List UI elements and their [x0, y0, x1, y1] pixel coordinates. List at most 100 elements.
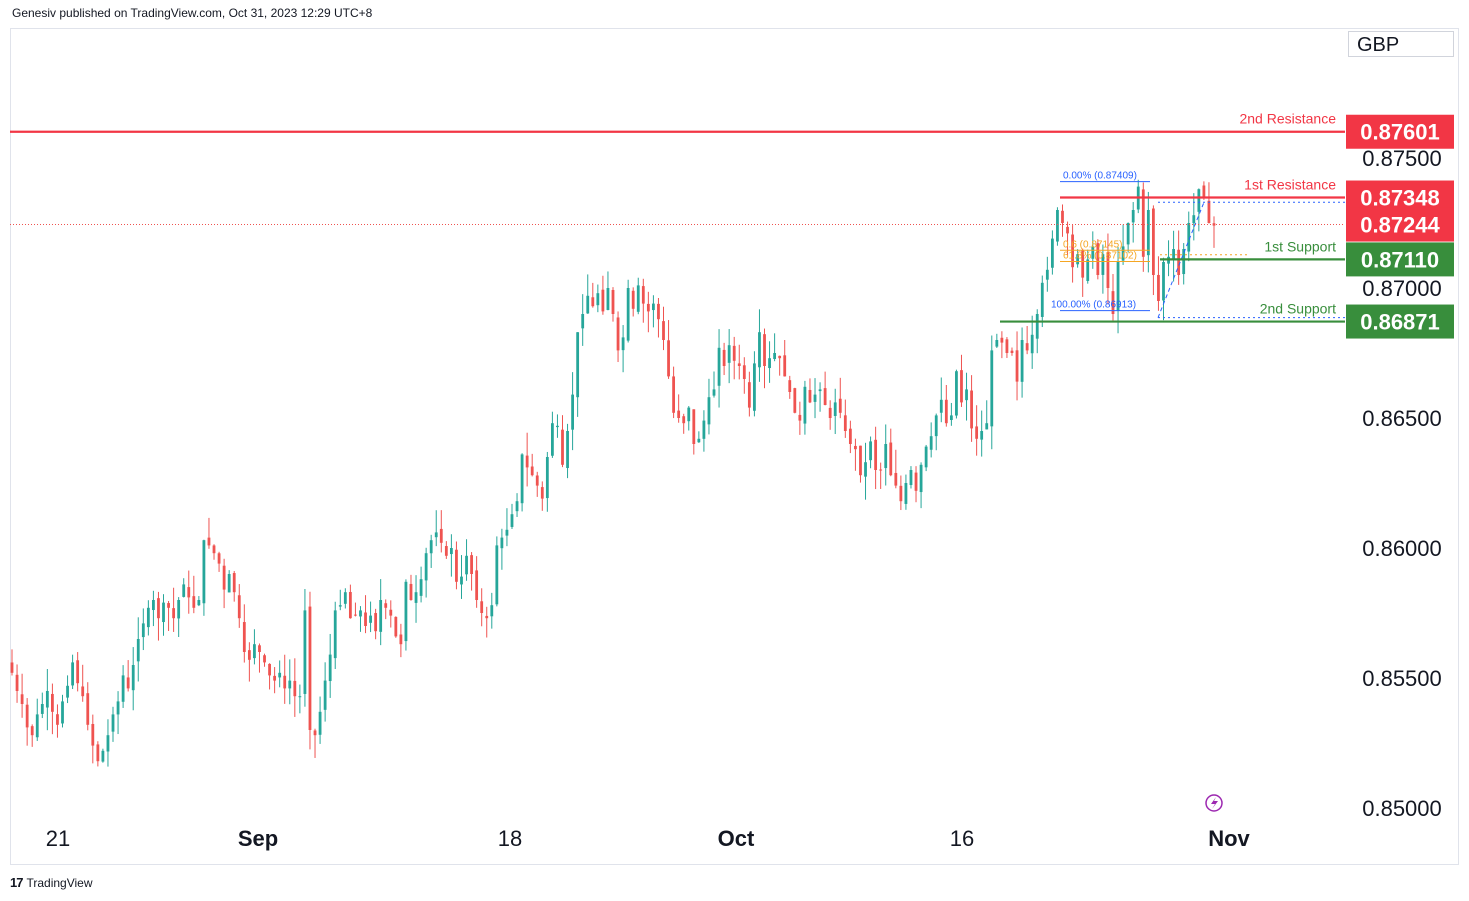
candle [500, 528, 504, 570]
candle [1167, 240, 1170, 277]
candle [1020, 327, 1024, 398]
candle [813, 378, 817, 419]
candle [465, 539, 468, 581]
candle [823, 371, 827, 406]
candle [707, 378, 711, 435]
footer[interactable]: 17 TradingView [10, 875, 93, 890]
candle [621, 325, 625, 373]
candle [121, 665, 125, 708]
candle [273, 667, 277, 694]
candle [768, 341, 771, 383]
candle [808, 378, 812, 404]
candle [1131, 202, 1135, 243]
candle [202, 539, 206, 616]
candle [934, 413, 938, 451]
candle [1101, 244, 1105, 294]
candle [207, 517, 211, 549]
candle [187, 570, 191, 614]
candle [470, 552, 473, 591]
candle [141, 608, 145, 651]
candle [232, 571, 236, 602]
candle [561, 415, 564, 468]
candle [1045, 256, 1049, 292]
candle [1025, 326, 1029, 355]
candle [515, 493, 519, 517]
y-tick-label: 0.85500 [1362, 666, 1442, 691]
candle [283, 654, 287, 704]
candle [15, 664, 19, 703]
candle [348, 584, 352, 619]
tradingview-logo-icon: 17 [10, 875, 24, 890]
candle [924, 444, 928, 472]
candle [944, 384, 948, 427]
candle [763, 328, 766, 389]
candle [237, 584, 241, 628]
candle [439, 510, 443, 553]
level-label: 1st Resistance [1244, 177, 1336, 193]
candle [318, 696, 322, 744]
candle [591, 282, 595, 308]
candle [505, 508, 509, 547]
candle [20, 673, 24, 718]
candle [722, 342, 726, 376]
candle [76, 652, 80, 692]
candle [10, 649, 14, 676]
chart-frame[interactable] [10, 28, 1459, 865]
candle [71, 654, 75, 690]
candle [131, 647, 135, 711]
candle [1071, 225, 1074, 283]
candle [359, 606, 362, 632]
candle [313, 728, 317, 758]
lightning-icon[interactable] [1205, 794, 1223, 812]
candle [576, 332, 580, 417]
price-badge: 0.87244 [1346, 207, 1454, 242]
candle [1111, 274, 1115, 321]
fib-label: 0.00% (0.87409) [1063, 171, 1137, 182]
candle [1126, 222, 1130, 253]
candle [384, 599, 388, 620]
candle [424, 547, 428, 598]
candle [429, 534, 433, 568]
svg-text:0.87110: 0.87110 [1361, 247, 1439, 272]
candle [869, 436, 872, 469]
candle [571, 372, 574, 451]
candle [859, 445, 862, 483]
candle [586, 274, 590, 314]
candle [687, 406, 691, 431]
x-tick-label: 16 [950, 826, 974, 851]
candle [354, 602, 357, 617]
candle [758, 309, 761, 382]
candle [293, 658, 297, 717]
candle [212, 544, 216, 560]
price-badge: 0.87110 [1346, 242, 1454, 277]
candle [545, 451, 549, 512]
candle [1121, 224, 1125, 265]
candle [460, 555, 463, 599]
candle [192, 575, 196, 614]
candle [843, 399, 847, 438]
currency-label[interactable]: GBP [1348, 31, 1454, 57]
candle [96, 741, 100, 767]
candle [727, 329, 731, 384]
candle [889, 428, 893, 477]
price-badge: 0.87601 [1346, 114, 1454, 149]
candle [242, 604, 246, 663]
candle [616, 311, 620, 363]
level-label: 1st Support [1264, 238, 1336, 254]
candle [1157, 256, 1160, 311]
candle [303, 588, 307, 707]
candle [389, 600, 393, 628]
candle [884, 424, 888, 486]
candle [540, 481, 544, 511]
candle [530, 453, 534, 477]
candle [864, 442, 867, 500]
candle [51, 683, 54, 735]
candle [1146, 191, 1150, 273]
candle [566, 423, 569, 479]
fib-label: 100.00% (0.86913) [1051, 300, 1136, 311]
candle [45, 669, 49, 731]
candle [1162, 257, 1165, 321]
candle [1141, 182, 1145, 272]
candle [657, 297, 660, 338]
